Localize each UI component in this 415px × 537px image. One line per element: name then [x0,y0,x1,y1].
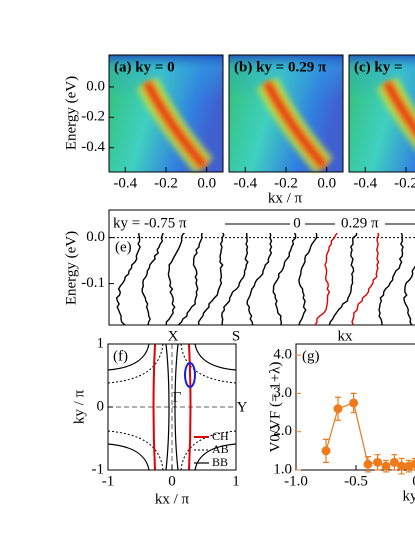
data-point [410,459,415,469]
panel-title: (c) ky = [354,59,403,75]
y-tick-label: -0.1 [81,275,105,291]
x-axis-label: kx [338,328,354,344]
x-tick-label: 0 [412,473,415,489]
y-tick-label: 0.0 [86,229,105,245]
x-axis-label: kx / π [268,190,303,206]
edc-curve [403,265,415,326]
x-tick-label: 1 [232,473,240,489]
panel-title: (a) ky = 0 [114,59,175,75]
edc-curve [141,225,165,326]
ch-contour [152,344,192,470]
x-tick-label: -0.4 [353,175,377,191]
x-tick-label: 0.0 [317,175,336,191]
y-tick-label: 1 [97,335,105,351]
annotation: ky = -0.75 π [113,215,187,231]
annotation: 0.29 π [341,215,379,231]
x-tick-label: -1.0 [284,473,308,489]
x-tick-label: -0.4 [113,175,137,191]
y-tick-label: 0 [97,398,105,414]
edc-curve [351,225,380,326]
legend-label: CH [212,429,229,443]
x-tick-label: -1 [102,473,115,489]
y-tick-label: 2.0 [273,423,292,439]
x-tick-label: -0.5 [344,473,368,489]
y-tick-label: 1.0 [273,461,292,477]
legend-label: BB [212,455,228,469]
y-tick-label: -1 [92,461,105,477]
bb-contour [108,344,236,470]
panel-label: (g) [302,348,320,364]
y-tick-label: 0.0 [86,78,105,94]
bz-point-label: S [232,328,240,344]
y-tick-label: -0.4 [81,139,105,155]
edc-curve [177,225,208,326]
arpes-image [109,55,223,174]
arpes-image [349,55,415,172]
image-cutoff [109,55,223,100]
x-tick-label: 0 [168,473,176,489]
x-tick-label: 0.0 [197,175,216,191]
x-tick-label: -0.2 [274,175,298,191]
annotation: 0 [293,215,301,231]
pocket [184,362,196,388]
data-point [389,457,399,467]
data-point [373,457,383,467]
edc-curve [298,225,319,326]
x-tick-label: -0.2 [154,175,178,191]
data-point [321,446,331,456]
edc-curve [115,225,141,326]
x-axis-label: ky [403,488,415,504]
band-peak [144,81,206,168]
image-cutoff [229,55,343,100]
plot-frame [108,209,415,326]
data-point [363,459,373,469]
panel-label: (f) [113,348,128,364]
band-peak [384,81,415,133]
edc-curve [314,225,341,326]
band-peak [264,81,326,168]
y-axis-label: Energy (eV) [63,231,79,305]
y-axis-label: ky / π [71,389,87,424]
legend-samples [194,436,209,464]
panel-title: (b) ky = 0.29 π [234,59,327,75]
arpes-image [229,55,343,174]
data-point [333,404,343,414]
x-tick-label: -0.4 [233,175,257,191]
bz-point-label: X [168,328,179,344]
data-point [397,461,407,471]
y-tick-label: 3.0 [273,385,292,401]
edc-curve [246,225,274,326]
edc-curve [272,225,297,326]
data-point [349,398,359,408]
bz-point-label: Γ [173,389,182,405]
edc-curve [197,225,227,326]
fermi-contours [108,344,236,470]
legend-label: AB [212,442,229,456]
ab-contour [108,344,236,470]
data-point [381,461,391,471]
edc-curve [378,225,405,326]
edc-curve [221,225,250,326]
y-tick-label: -0.2 [81,109,105,125]
panel-label: (e) [115,239,132,255]
bz-point-label: Y [237,399,248,415]
y-axis-label: V0/VF (= 1+λ) [267,362,283,453]
x-tick-label: -0.2 [394,175,415,191]
y-tick-label: 4.0 [273,347,292,363]
edc-curve [328,225,361,326]
y-axis-label: Energy (eV) [63,76,79,150]
x-axis-label: kx / π [155,491,190,507]
edc-curve [165,225,187,326]
